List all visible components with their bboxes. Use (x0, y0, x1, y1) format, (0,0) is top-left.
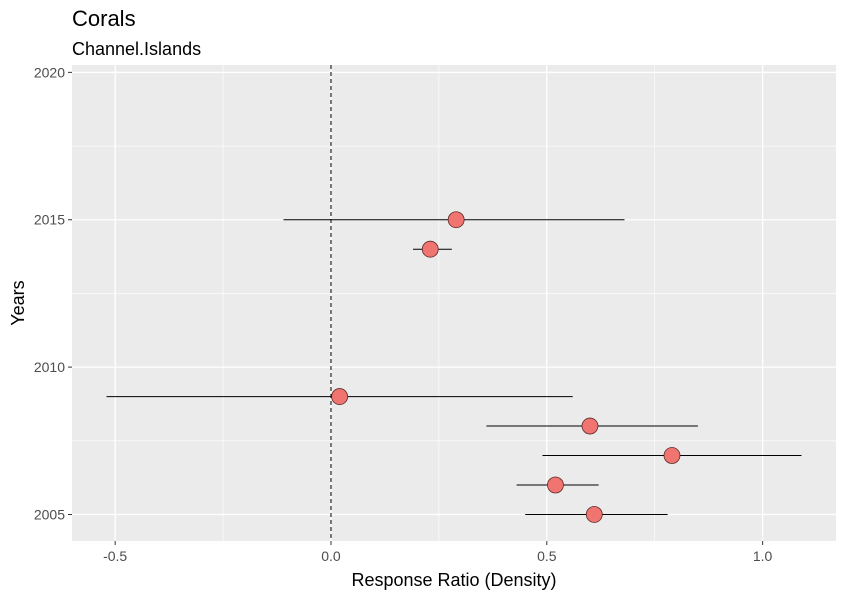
chart-title: Corals (72, 6, 136, 31)
x-axis-ticks: -0.5 0.0 0.5 1.0 (103, 541, 773, 564)
data-point (581, 417, 599, 435)
chart-subtitle: Channel.Islands (72, 39, 201, 59)
y-tick-label: 2015 (34, 212, 65, 228)
x-tick-label: 0.5 (537, 548, 557, 564)
data-points (331, 211, 681, 523)
data-point (663, 447, 681, 464)
data-point (547, 476, 564, 494)
y-tick-label: 2005 (34, 506, 65, 522)
y-tick-label: 2010 (34, 359, 65, 375)
data-point (585, 506, 603, 523)
y-axis-title: Years (8, 280, 28, 325)
x-tick-label: 0.0 (321, 548, 341, 564)
y-axis-ticks: 2005 2010 2015 2020 (34, 64, 72, 522)
x-tick-label: 1.0 (753, 548, 773, 564)
data-point (421, 240, 439, 258)
plot-panel (72, 65, 836, 541)
x-tick-label: -0.5 (103, 548, 127, 564)
x-axis-title: Response Ratio (Density) (351, 570, 556, 590)
data-point (331, 388, 349, 405)
data-point (447, 211, 465, 229)
y-tick-label: 2020 (34, 64, 65, 80)
